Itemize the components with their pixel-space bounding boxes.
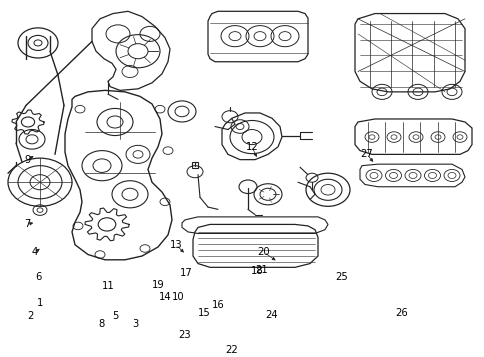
Text: 16: 16 [211,300,224,310]
Text: 3: 3 [132,319,138,329]
Bar [192,162,197,168]
Text: 22: 22 [225,345,238,355]
Text: 24: 24 [265,310,278,320]
Text: 1: 1 [37,298,43,308]
Text: 8: 8 [99,319,105,329]
Text: 18: 18 [250,266,263,276]
Text: 27: 27 [360,149,373,159]
Text: 15: 15 [197,307,210,317]
Text: 12: 12 [245,142,258,152]
Text: 5: 5 [112,311,118,321]
Text: 19: 19 [151,280,164,290]
Text: 14: 14 [158,292,171,302]
Text: 21: 21 [255,265,268,275]
Text: 26: 26 [395,307,408,317]
Text: 11: 11 [102,281,114,291]
Text: 7: 7 [24,220,30,230]
Text: 20: 20 [257,247,270,257]
Text: 23: 23 [178,330,191,340]
Text: 17: 17 [179,268,192,278]
Text: 6: 6 [35,272,41,282]
Text: 9: 9 [25,155,31,165]
Text: 13: 13 [169,240,182,250]
Text: 25: 25 [335,272,348,282]
Text: 2: 2 [27,311,33,321]
Text: 4: 4 [32,247,38,257]
Text: 10: 10 [171,292,184,302]
